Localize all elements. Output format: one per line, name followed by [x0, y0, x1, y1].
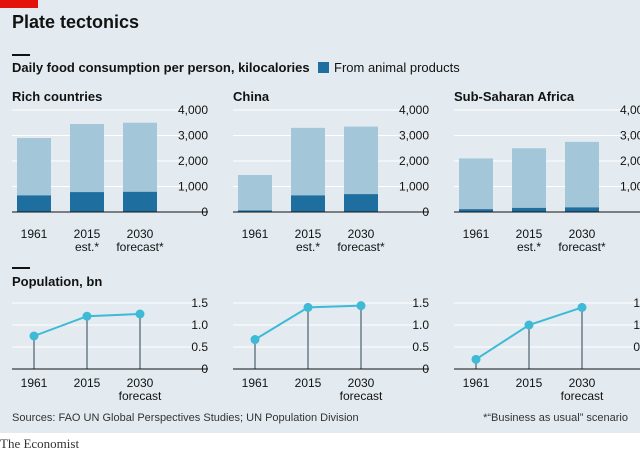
bar-animal-products: [512, 207, 546, 212]
x-tick-label: 2015: [516, 376, 543, 390]
x-tick-label: est.*: [517, 240, 541, 254]
population-section-title: Population, bn: [12, 274, 102, 289]
population-point: [356, 301, 366, 311]
bar-panel-sub-saharan-africa: Sub-Saharan Africa4,0003,0002,0001,00001…: [454, 89, 640, 254]
x-tick-label: 2030: [569, 227, 596, 241]
x-tick-label: 1961: [242, 376, 269, 390]
chart-canvas: Plate tectonics Daily food consumption p…: [12, 12, 640, 403]
x-tick-label: 2030: [569, 376, 596, 390]
bar-total: [238, 175, 272, 212]
source-note: Sources: FAO UN Global Perspectives Stud…: [12, 412, 359, 424]
population-point: [29, 331, 39, 341]
y-tick-label: 1.5: [191, 296, 208, 310]
panel-title-rich-countries: Rich countries: [12, 89, 102, 104]
y-tick-label: 1,000: [399, 180, 429, 194]
brand-logo-text: The Economist: [0, 436, 80, 451]
x-tick-label: forecast*: [116, 240, 164, 254]
bar-animal-products: [17, 195, 51, 212]
bar-animal-products: [70, 192, 104, 212]
x-tick-label: forecast*: [337, 240, 385, 254]
y-tick-label: 1.0: [633, 318, 640, 332]
y-tick-label: 3,000: [399, 129, 429, 143]
y-tick-label: 1,000: [178, 180, 208, 194]
legend-label-animal: From animal products: [334, 60, 460, 75]
chart-title: Plate tectonics: [12, 12, 139, 32]
y-tick-label: 3,000: [178, 129, 208, 143]
y-tick-label: 1.5: [412, 296, 429, 310]
x-tick-label: 1961: [463, 376, 490, 390]
y-tick-label: 1.0: [191, 318, 208, 332]
y-tick-label: 0.5: [633, 340, 640, 354]
y-tick-label: 1,000: [620, 180, 640, 194]
x-tick-label: 2030: [127, 227, 154, 241]
y-tick-label: 4,000: [178, 103, 208, 117]
bar-total: [512, 148, 546, 212]
food-section-rule: [12, 54, 30, 56]
y-tick-label: 2,000: [620, 154, 640, 168]
y-tick-label: 1.5: [633, 296, 640, 310]
food-section-title: Daily food consumption per person, kiloc…: [12, 60, 310, 75]
y-tick-label: 0.5: [191, 340, 208, 354]
population-point: [82, 311, 92, 321]
x-tick-label: 2015: [516, 227, 543, 241]
population-point: [524, 320, 534, 330]
population-point: [303, 302, 313, 312]
economist-red-tab: [0, 0, 38, 8]
legend-swatch-animal: [318, 62, 329, 73]
x-tick-label: 1961: [242, 227, 269, 241]
x-tick-label: forecast: [561, 389, 604, 403]
bar-animal-products: [238, 210, 272, 212]
bar-total: [459, 158, 493, 212]
x-tick-label: 2030: [348, 376, 375, 390]
x-tick-label: 2015: [74, 376, 101, 390]
bar-animal-products: [565, 207, 599, 212]
bar-total: [565, 141, 599, 212]
x-tick-label: forecast: [119, 389, 162, 403]
x-tick-label: forecast*: [558, 240, 606, 254]
x-tick-label: 1961: [21, 227, 48, 241]
x-tick-label: forecast: [340, 389, 383, 403]
y-tick-label: 4,000: [620, 103, 640, 117]
x-tick-label: 2030: [348, 227, 375, 241]
panel-title-china: China: [233, 89, 270, 104]
x-tick-label: 1961: [21, 376, 48, 390]
x-tick-label: 2015: [74, 227, 101, 241]
y-tick-label: 1.0: [412, 318, 429, 332]
x-tick-label: est.*: [296, 240, 320, 254]
y-tick-label: 4,000: [399, 103, 429, 117]
bar-animal-products: [123, 191, 157, 212]
x-tick-label: 2015: [295, 227, 322, 241]
panel-title-sub-saharan-africa: Sub-Saharan Africa: [454, 89, 575, 104]
x-tick-label: 2015: [295, 376, 322, 390]
y-tick-label: 2,000: [178, 154, 208, 168]
population-point: [250, 335, 260, 345]
bar-animal-products: [459, 209, 493, 212]
population-section-rule: [12, 267, 30, 269]
population-point: [471, 354, 481, 364]
footnote: *“Business as usual” scenario: [483, 412, 628, 424]
bar-animal-products: [344, 194, 378, 212]
y-tick-label: 2,000: [399, 154, 429, 168]
bar-animal-products: [291, 195, 325, 212]
y-tick-label: 0.5: [412, 340, 429, 354]
y-tick-label: 3,000: [620, 129, 640, 143]
x-tick-label: 2030: [127, 376, 154, 390]
population-point: [577, 302, 587, 312]
x-tick-label: est.*: [75, 240, 99, 254]
x-tick-label: 1961: [463, 227, 490, 241]
population-point: [135, 309, 145, 319]
